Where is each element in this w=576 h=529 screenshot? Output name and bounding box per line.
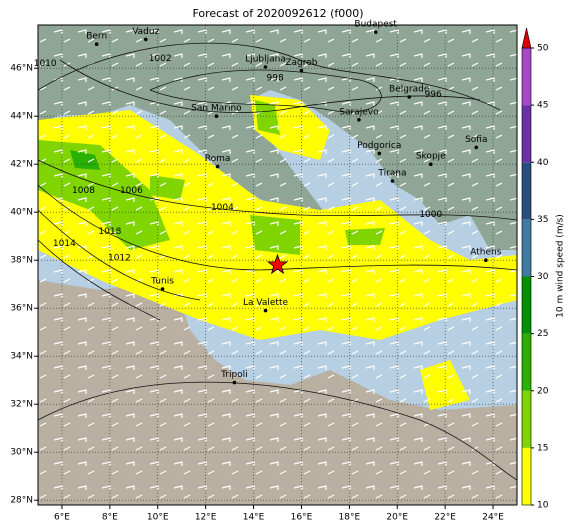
- y-tick-label: 46°N: [10, 64, 33, 74]
- city-dot: [357, 118, 361, 122]
- y-tick-label: 34°N: [10, 352, 33, 362]
- city-label: Bern: [86, 32, 107, 42]
- isobar-label: 1010: [34, 59, 57, 69]
- colorbar-frame: [521, 47, 532, 506]
- city-dot: [160, 287, 165, 291]
- city-dot: [390, 179, 395, 183]
- city-label: Sarajevo: [339, 107, 379, 117]
- map-title: Forecast of 2020092612 (f000): [192, 7, 363, 20]
- city-dot: [263, 308, 268, 313]
- city-label: Tirana: [377, 169, 406, 179]
- city-label: Vaduz: [132, 27, 159, 37]
- city-dot: [373, 30, 378, 34]
- x-tick-label: 24°E: [482, 513, 504, 523]
- y-tick-label: 32°N: [10, 400, 33, 410]
- colorbar-segment: [522, 48, 531, 106]
- city-dot: [428, 162, 433, 166]
- colorbar-tick-label: 15: [537, 443, 548, 453]
- colorbar: 10 15 20 25 30 35 40 45 50: [521, 27, 549, 511]
- city-dot: [407, 95, 412, 99]
- city-dot: [484, 258, 488, 263]
- isobar-label: 1002: [149, 54, 172, 64]
- y-tick-label: 42°N: [10, 160, 33, 170]
- city-label: Tunis: [150, 277, 174, 287]
- city-label: La Valette: [243, 298, 288, 308]
- colorbar-tick-label: 45: [537, 101, 548, 111]
- city-dot: [94, 42, 99, 46]
- isobar-label: 1014: [53, 239, 76, 249]
- colorbar-segment: [522, 333, 531, 391]
- city-dot: [214, 114, 219, 118]
- colorbar-tick-label: 10: [537, 501, 549, 511]
- city-label: San Marino: [191, 104, 242, 114]
- isobar-label: 1006: [120, 186, 143, 196]
- graticule: 6°E 8°E 10°E 12°E 14°E 16°E 18°E 20°E 22°E 24°E 28…: [10, 25, 517, 523]
- x-tick-label: 14°E: [243, 513, 265, 523]
- x-tick-label: 20°E: [386, 513, 408, 523]
- city-dot: [377, 151, 382, 156]
- map-frame: [37, 24, 518, 506]
- x-tick-label: 18°E: [339, 513, 361, 523]
- isobar-label: 996: [425, 90, 442, 100]
- city-label: Skopje: [416, 152, 446, 162]
- city-label: Roma: [205, 154, 231, 164]
- y-tick-label: 36°N: [10, 304, 33, 314]
- city-label: Ljubljana: [245, 55, 286, 65]
- city-label: Podgorica: [357, 141, 401, 151]
- colorbar-label: 10 m wind speed (m/s): [556, 214, 566, 318]
- city-label: Zagreb: [285, 58, 317, 68]
- y-tick-label: 40°N: [10, 208, 33, 218]
- city-dot: [299, 68, 304, 73]
- colorbar-segment: [522, 105, 531, 163]
- x-tick-label: 16°E: [291, 513, 313, 523]
- city-dot: [143, 37, 148, 42]
- x-tick-label: 6°E: [54, 513, 70, 523]
- city-label: Belgrade: [389, 85, 430, 95]
- isobar-label: 1012: [108, 253, 131, 263]
- colorbar-tick-label: 30: [537, 272, 549, 282]
- city-dot: [215, 164, 220, 169]
- city-label: Athens: [470, 248, 501, 258]
- x-tick-label: 10°E: [147, 513, 169, 523]
- isobar-label: 1008: [72, 186, 95, 196]
- colorbar-extend: [521, 27, 532, 49]
- storm-marker: [266, 253, 289, 275]
- isobar-label: 1000: [419, 210, 442, 220]
- colorbar-segment: [522, 390, 531, 448]
- y-tick-label: 30°N: [10, 448, 33, 458]
- y-tick-label: 28°N: [10, 496, 33, 506]
- city-dot: [263, 65, 268, 69]
- colorbar-tick-label: 35: [537, 215, 548, 225]
- colorbar-segment: [522, 219, 531, 277]
- y-tick-label: 38°N: [10, 256, 33, 266]
- colorbar-segment: [522, 276, 531, 334]
- city-label: Sofia: [465, 135, 487, 145]
- colorbar-segment: [522, 447, 531, 505]
- colorbar-tick-label: 25: [537, 329, 548, 339]
- colorbar-segment: [522, 162, 531, 220]
- x-tick-label: 22°E: [434, 513, 456, 523]
- city-label: Tripoli: [220, 370, 248, 380]
- y-tick-label: 44°N: [10, 112, 33, 122]
- isobar-label: 1018: [98, 227, 121, 237]
- colorbar-tick-label: 40: [537, 158, 549, 168]
- colorbar-tick-label: 20: [537, 386, 549, 396]
- isobar-label: 998: [267, 73, 284, 83]
- x-tick-label: 12°E: [195, 513, 217, 523]
- city-dot: [474, 145, 479, 150]
- city-dot: [232, 380, 237, 385]
- colorbar-tick-label: 50: [537, 44, 549, 54]
- isobar-label: 1004: [211, 203, 234, 213]
- map-overlay: 1010 1002 998 996 1004 1000 1008 1006 1018 1012 10…: [34, 20, 502, 385]
- x-tick-label: 8°E: [102, 513, 118, 523]
